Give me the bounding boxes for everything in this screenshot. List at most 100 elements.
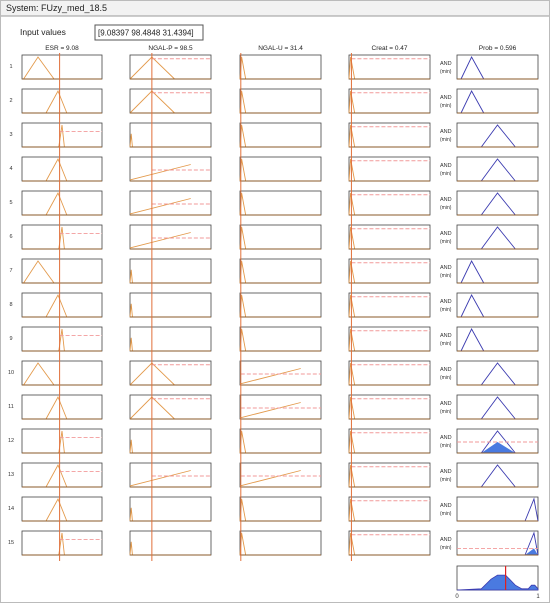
membership-function: [348, 192, 356, 216]
system-title: System: FUzy_med_18.5: [6, 3, 107, 13]
membership-function: [460, 328, 485, 352]
membership-function: [129, 470, 191, 487]
mf-cell: [456, 326, 539, 352]
membership-function: [480, 226, 516, 250]
input-box[interactable]: [94, 24, 204, 41]
membership-function: [480, 158, 516, 182]
and-label: AND: [440, 401, 452, 407]
aggregate-output: [456, 574, 539, 591]
mf-cell: [456, 258, 539, 284]
rule-number: 4: [9, 166, 12, 172]
mf-cell: [21, 54, 103, 80]
and-label: AND: [440, 435, 452, 441]
method-label: (min): [440, 137, 452, 143]
membership-function: [23, 56, 55, 80]
membership-function: [23, 362, 55, 386]
membership-function: [129, 269, 133, 284]
membership-function: [348, 498, 356, 522]
membership-function: [45, 497, 68, 522]
method-label: (min): [440, 205, 452, 211]
membership-function: [480, 124, 516, 148]
and-label: AND: [440, 333, 452, 339]
membership-function: [348, 158, 356, 182]
mf-cell: [456, 496, 539, 522]
membership-function: [45, 89, 68, 114]
method-label: (min): [440, 171, 452, 177]
mf-cell: [456, 122, 539, 148]
and-label: AND: [440, 469, 452, 475]
method-label: (min): [440, 409, 452, 415]
mf-cell: [129, 156, 212, 182]
column-header: Creat = 0.47: [372, 45, 408, 52]
mf-cell: [129, 462, 212, 488]
membership-function: [239, 470, 301, 487]
membership-function: [348, 124, 356, 148]
membership-function: [348, 396, 356, 420]
membership-function: [129, 198, 191, 215]
mf-fill: [525, 548, 538, 555]
mf-cell: [456, 88, 539, 114]
membership-function: [23, 260, 55, 284]
membership-function: [348, 90, 356, 114]
method-label: (min): [440, 477, 452, 483]
method-label: (min): [440, 69, 452, 75]
membership-function: [129, 507, 133, 522]
mf-cell: [239, 292, 322, 318]
membership-function: [348, 260, 356, 284]
rule-number: 10: [8, 370, 14, 376]
membership-function: [45, 157, 68, 182]
mf-cell: [456, 224, 539, 250]
mf-cell: [239, 394, 322, 420]
membership-function: [348, 294, 356, 318]
mf-cell: [456, 462, 539, 488]
membership-function: [239, 402, 301, 419]
input-label: Input values: [20, 27, 66, 37]
mf-cell: [21, 360, 103, 386]
mf-cell: [129, 224, 212, 250]
mf-cell: [456, 292, 539, 318]
membership-function: [129, 337, 133, 352]
rule-number: 1: [9, 64, 12, 70]
membership-function: [480, 362, 516, 386]
membership-function: [460, 260, 485, 284]
mf-cell: [456, 190, 539, 216]
rule-number: 8: [9, 302, 12, 308]
method-label: (min): [440, 443, 452, 449]
mf-cell: [129, 190, 212, 216]
mf-cell: [239, 530, 322, 556]
mf-cell: [129, 292, 212, 318]
mf-cell: [239, 224, 322, 250]
membership-function: [348, 56, 356, 80]
axis-min: 0: [455, 594, 459, 600]
membership-function: [348, 362, 356, 386]
mf-cell: [129, 258, 212, 284]
membership-function: [480, 464, 516, 488]
and-label: AND: [440, 61, 452, 67]
rule-number: 12: [8, 438, 14, 444]
rule-number: 9: [9, 336, 12, 342]
mf-cell: [239, 190, 322, 216]
membership-function: [239, 368, 301, 385]
and-label: AND: [440, 299, 452, 305]
membership-function: [460, 56, 485, 80]
mf-cell: [456, 156, 539, 182]
membership-function: [524, 497, 539, 522]
mf-cell: [239, 496, 322, 522]
and-label: AND: [440, 503, 452, 509]
title-bar: [1, 1, 549, 16]
mf-cell: [456, 394, 539, 420]
membership-function: [348, 226, 356, 250]
mf-cell: [239, 156, 322, 182]
and-label: AND: [440, 197, 452, 203]
mf-cell: [456, 360, 539, 386]
input-value[interactable]: [9.08397 98.4848 31.4394]: [98, 29, 194, 38]
rule-number: 6: [9, 234, 12, 240]
rule-number: 15: [8, 540, 14, 546]
membership-function: [129, 164, 191, 181]
column-header: Prob = 0.596: [479, 45, 517, 52]
mf-cell: [239, 428, 322, 454]
mf-fill: [481, 442, 516, 453]
mf-cell: [456, 54, 539, 80]
rule-number: 2: [9, 98, 12, 104]
